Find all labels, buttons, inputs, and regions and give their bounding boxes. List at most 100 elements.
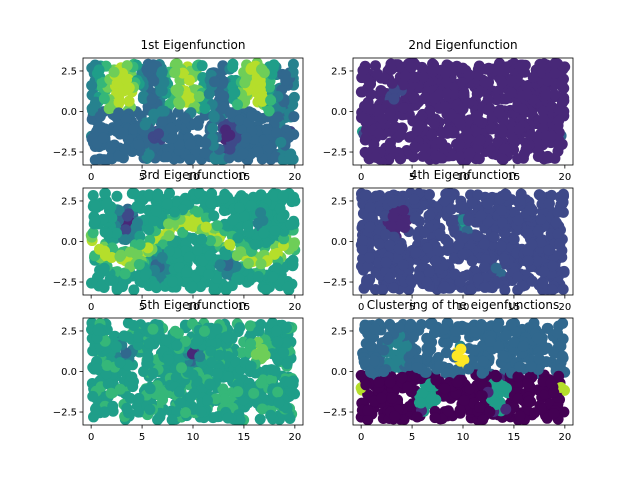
panel-5: 0 5 10 15 20 2.5 0.0 −2.5 5th Eigenfunction <box>53 298 304 443</box>
panel-1: 0 5 10 15 20 2.5 0.0 −2.5 1st Eigenfunction <box>53 38 304 183</box>
data-point <box>166 414 178 425</box>
data-point <box>139 119 151 131</box>
data-point <box>234 114 246 126</box>
data-point <box>445 108 457 120</box>
data-point <box>208 210 220 222</box>
data-point <box>128 284 140 295</box>
data-point <box>244 320 256 332</box>
data-point <box>439 281 451 293</box>
data-point <box>421 242 433 254</box>
data-point <box>99 249 111 261</box>
y-tick-label: 0.0 <box>331 237 347 248</box>
data-point <box>111 77 123 89</box>
x-tick-label: 5 <box>139 302 145 313</box>
data-point <box>255 377 267 389</box>
data-point <box>113 150 125 162</box>
data-point <box>200 221 212 233</box>
data-point <box>399 70 411 82</box>
data-point <box>269 190 281 202</box>
data-point <box>120 234 132 246</box>
data-point <box>490 371 502 383</box>
data-point <box>386 77 398 89</box>
data-point <box>500 93 512 105</box>
data-point <box>164 188 175 199</box>
data-point <box>500 329 512 341</box>
data-point <box>173 96 185 108</box>
data-point <box>557 318 569 329</box>
data-point <box>180 407 192 419</box>
data-point <box>507 133 519 145</box>
data-point <box>157 394 169 406</box>
data-point <box>224 239 236 251</box>
data-point <box>232 386 244 398</box>
data-point <box>549 58 561 69</box>
data-point <box>385 220 397 232</box>
data-point <box>496 123 508 135</box>
data-point <box>248 387 260 399</box>
data-point <box>181 90 193 102</box>
data-point <box>466 197 478 209</box>
data-point <box>179 112 191 124</box>
data-point <box>379 229 391 241</box>
data-point <box>474 402 486 414</box>
data-point <box>218 90 230 102</box>
data-point <box>520 80 532 92</box>
data-point <box>164 98 176 110</box>
data-point <box>269 224 281 236</box>
data-point <box>421 343 433 355</box>
data-point <box>405 61 417 73</box>
data-point <box>120 224 132 236</box>
data-point <box>144 383 156 395</box>
data-point <box>538 266 550 278</box>
data-point <box>177 226 189 238</box>
data-point <box>383 272 395 284</box>
data-point <box>458 87 470 99</box>
data-point <box>443 125 455 137</box>
data-point <box>514 410 526 422</box>
data-point <box>239 77 251 89</box>
data-point <box>409 71 421 83</box>
data-point <box>486 123 498 135</box>
data-point <box>463 215 475 227</box>
data-point <box>505 318 517 330</box>
data-point <box>536 67 548 79</box>
data-point <box>203 88 215 100</box>
data-point <box>377 284 389 295</box>
data-point <box>232 99 244 111</box>
data-point <box>242 257 254 269</box>
data-point <box>152 190 164 202</box>
data-point <box>91 363 103 375</box>
data-point <box>133 392 145 404</box>
data-point <box>360 379 372 391</box>
data-point <box>423 266 435 278</box>
x-tick-label: 10 <box>187 302 200 313</box>
data-point <box>156 251 168 263</box>
data-point <box>482 198 494 210</box>
data-point <box>204 378 216 390</box>
data-point <box>478 238 490 250</box>
data-point <box>529 407 541 419</box>
data-point <box>161 198 173 210</box>
data-point <box>113 96 125 108</box>
data-point <box>557 283 569 295</box>
data-point <box>476 367 488 379</box>
data-point <box>199 147 211 159</box>
data-point <box>269 365 281 377</box>
data-point <box>553 103 565 115</box>
y-tick-label: 2.5 <box>61 66 77 77</box>
panel-title: 3rd Eigenfunction <box>140 168 246 182</box>
data-point <box>521 89 533 101</box>
data-point <box>453 239 465 251</box>
data-point <box>198 325 210 337</box>
data-point <box>405 319 417 331</box>
data-point <box>396 372 408 384</box>
data-point <box>242 220 254 232</box>
data-point <box>380 256 392 268</box>
data-point <box>266 373 278 385</box>
data-point <box>256 403 268 415</box>
data-point <box>526 275 538 287</box>
data-point <box>165 122 177 134</box>
data-point <box>463 69 475 81</box>
data-point <box>94 153 106 165</box>
data-point <box>214 349 226 361</box>
